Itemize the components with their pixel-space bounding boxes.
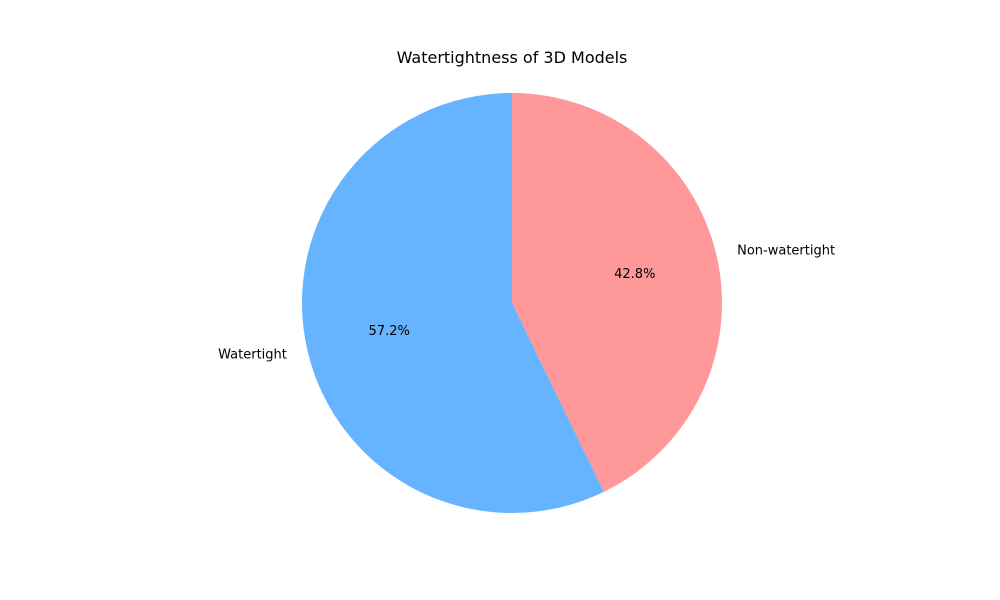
pie-slice-watertight (302, 93, 604, 513)
slice-label: Watertight (218, 347, 287, 362)
pie-labels: Non-watertight 42.8% Watertight 57.2% (218, 244, 835, 363)
pie-slices (302, 93, 722, 513)
slice-percent-label: 42.8% (614, 267, 655, 282)
slice-percent-label: 57.2% (369, 324, 410, 339)
pie-slice-non-watertight (512, 93, 722, 492)
chart-title: Watertightness of 3D Models (397, 48, 628, 67)
slice-label: Non-watertight (737, 244, 835, 259)
